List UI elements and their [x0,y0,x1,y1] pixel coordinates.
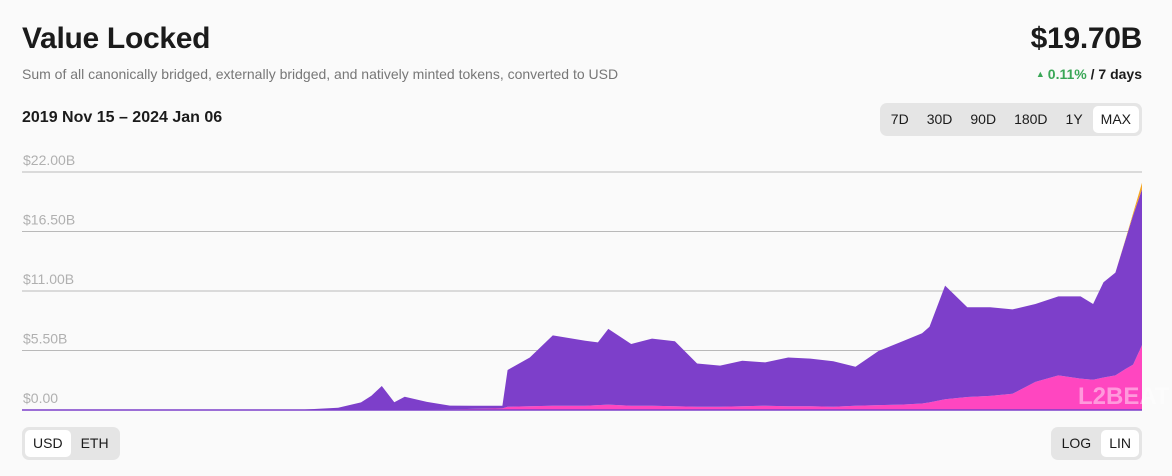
y-tick-label: $16.50B [23,212,75,228]
scale-button-lin[interactable]: LIN [1101,430,1139,457]
scale-selector: LOG LIN [1050,427,1142,460]
change-indicator: ▲ 0.11% / 7 days [1036,66,1142,82]
unit-button-usd[interactable]: USD [25,430,71,457]
chart-areas [22,182,1142,411]
range-button-30d[interactable]: 30D [926,111,953,127]
y-tick-label: $11.00B [23,271,74,287]
total-value: $19.70B [1030,22,1143,55]
change-period: / 7 days [1090,66,1142,82]
range-button-180d[interactable]: 180D [1014,111,1048,127]
area-series-2 [22,189,1142,410]
y-tick-label: $22.00B [23,152,75,168]
scale-button-log[interactable]: LOG [1061,435,1092,451]
page-title: Value Locked [22,22,211,55]
unit-button-eth[interactable]: ETH [80,435,109,451]
range-button-90d[interactable]: 90D [970,111,997,127]
date-range: 2019 Nov 15 – 2024 Jan 06 [22,109,223,126]
area-series-1 [22,345,1142,410]
range-button-7d[interactable]: 7D [890,111,909,127]
triangle-up-icon: ▲ [1035,69,1045,79]
y-axis-labels: $0.00 $5.50B $11.00B $16.50B $22.00B [23,152,75,406]
range-button-max[interactable]: MAX [1092,106,1139,133]
range-button-1y[interactable]: 1Y [1065,111,1083,127]
time-range-selector: 7D 30D 90D 180D 1Y MAX [879,103,1142,136]
y-tick-label: $5.50B [23,331,67,347]
change-percent: 0.11% [1047,66,1087,82]
l2beat-watermark: L2BEAT [1078,383,1170,410]
unit-selector: USD ETH [22,427,120,460]
page-subtitle: Sum of all canonically bridged, external… [22,66,619,82]
y-tick-label: $0.00 [23,390,58,406]
